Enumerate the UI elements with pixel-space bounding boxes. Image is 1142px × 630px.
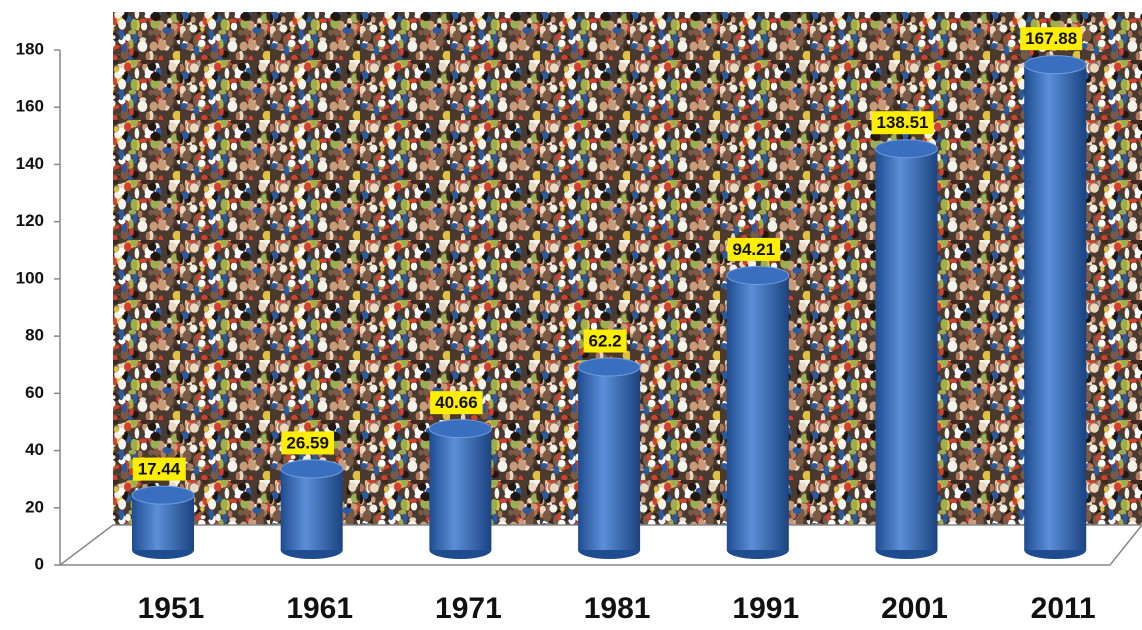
value-label-box — [281, 431, 334, 455]
value-label: 167.88 — [1025, 29, 1077, 48]
y-tick-label: 0 — [35, 554, 44, 573]
bar-top — [428, 419, 492, 439]
value-label: 94.21 — [733, 240, 776, 259]
x-tick-label: 2001 — [881, 592, 948, 625]
x-tick-label: 1981 — [584, 592, 651, 625]
bar-top — [875, 139, 938, 159]
bar-top — [280, 459, 344, 479]
value-label: 26.59 — [286, 433, 329, 452]
x-tick-label: 1971 — [435, 592, 502, 625]
value-label: 40.66 — [435, 393, 478, 412]
bar — [578, 367, 641, 550]
bar-top — [131, 485, 195, 505]
y-tick-label: 40 — [25, 440, 44, 459]
y-tick-label: 160 — [16, 97, 44, 116]
value-label: 138.51 — [877, 113, 929, 132]
value-label-box — [727, 237, 781, 261]
value-label: 17.44 — [138, 460, 181, 479]
value-label-box — [871, 111, 934, 135]
value-label: 62.2 — [589, 332, 622, 351]
value-label-box — [1020, 27, 1083, 51]
bar-top — [1023, 55, 1087, 75]
y-tick-label: 60 — [25, 383, 44, 402]
value-label-box — [583, 329, 627, 353]
y-tick-label: 120 — [16, 211, 44, 230]
x-tick-label: 1961 — [286, 592, 353, 625]
bar-top — [726, 265, 790, 285]
x-tick-label: 1991 — [732, 592, 799, 625]
bar — [429, 428, 492, 550]
bar — [875, 148, 938, 550]
bar — [1024, 64, 1087, 550]
value-label-box — [132, 457, 186, 481]
bar-top — [577, 357, 641, 377]
bar — [280, 468, 343, 550]
y-tick-label: 20 — [25, 497, 44, 516]
x-tick-label: 1951 — [138, 592, 205, 625]
bar — [726, 275, 789, 550]
value-label-box — [430, 391, 483, 415]
y-tick-label: 80 — [25, 326, 44, 345]
x-tick-label: 2011 — [1031, 592, 1096, 625]
y-tick-label: 180 — [16, 39, 44, 58]
y-tick-label: 140 — [16, 154, 44, 173]
y-tick-label: 100 — [16, 268, 44, 287]
